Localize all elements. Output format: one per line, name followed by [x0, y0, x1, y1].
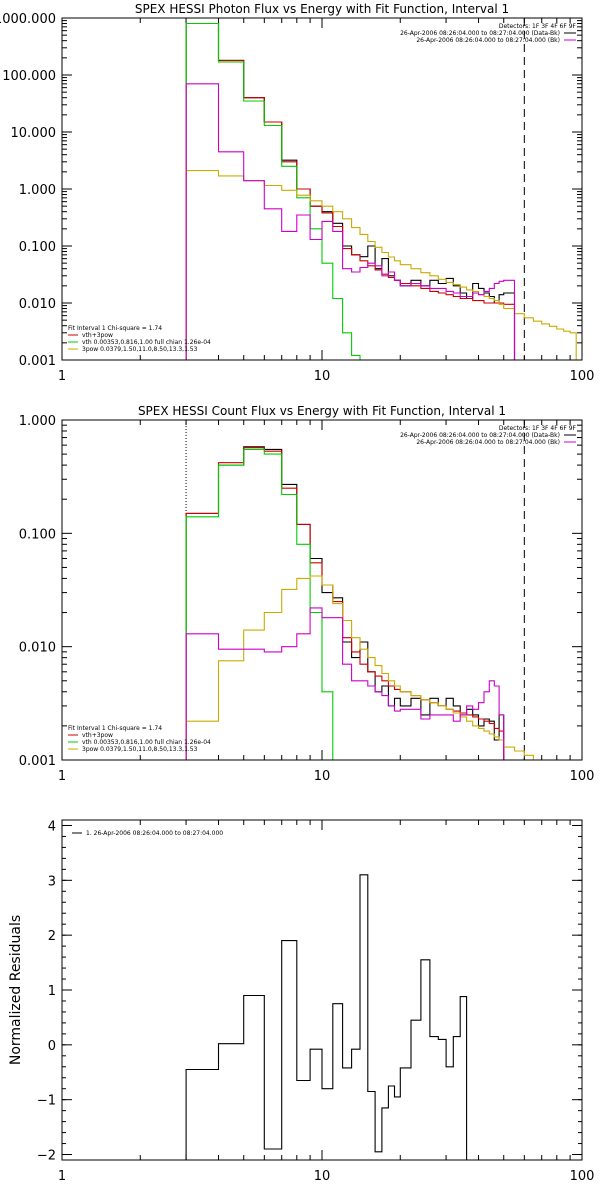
y-tick-label: 4 — [48, 819, 56, 834]
legend-header: Detectors: 1F 3F 4F 6F 9F — [499, 425, 577, 432]
y-tick-label: 1.000 — [19, 414, 56, 429]
x-tick-label: 100 — [570, 369, 595, 384]
y-tick-label: 2 — [48, 929, 56, 944]
chart-title: SPEX HESSI Count Flux vs Energy with Fit… — [138, 404, 506, 418]
legend-entry-label: 3pow 0.0379,1.50,11.0,8.50,13.3,1.53 — [82, 746, 198, 753]
legend-entry-label: 26-Apr-2006 08:26:04.000 to 08:27:04.000… — [416, 439, 560, 446]
minor-ticks — [62, 420, 582, 760]
chart-panel-3: Normalized Residuals 1 10 100 −2 −1 0 1 2 3 4 1. 26… — [8, 819, 594, 1184]
x-tick-label: 100 — [570, 1169, 595, 1184]
plot-frame — [61, 17, 583, 361]
series-line-3pow — [185, 575, 543, 760]
series-line-data-bk — [185, 446, 505, 760]
series-line-vth-3pow — [185, 447, 505, 760]
legend-entry-label: 26-Apr-2006 08:26:04.000 to 08:27:04.000… — [400, 432, 560, 439]
y-tick-label: 1000.000 — [0, 12, 56, 27]
x-tick-label: 100 — [570, 769, 595, 784]
legend-top-left: 1. 26-Apr-2006 08:26:04.000 to 08:27:04.… — [72, 830, 223, 837]
series-line-vth — [185, 22, 361, 360]
y-axis-label: Normalized Residuals — [8, 915, 24, 1065]
x-tick-label: 10 — [314, 369, 331, 384]
y-tick-label: 1 — [48, 984, 56, 999]
x-tick-label: 1 — [58, 1169, 66, 1184]
legend-entry-label: vth 0.00353,0.816,1.00 full chian 1.26e-… — [82, 339, 211, 346]
legend-entry-label: vth+3pow — [82, 332, 113, 339]
legend-bottom-left: Fit Interval 1 Chi-square = 1.74vth+3pow… — [68, 325, 211, 353]
minor-ticks — [62, 18, 582, 360]
series-line-1-26-apr-2006-08-26-04-000-to-08-27-04-000 — [185, 874, 468, 1160]
legend-entry-label: 26-Apr-2006 08:26:04.000 to 08:27:04.000… — [416, 37, 560, 44]
series-line-vth-3pow — [185, 22, 516, 360]
series-line-bk — [185, 83, 516, 360]
series-line-data-bk — [185, 22, 516, 360]
legend-header: Fit Interval 1 Chi-square = 1.74 — [68, 325, 162, 332]
series-line-bk — [185, 607, 505, 760]
y-tick-label: 0.001 — [19, 754, 56, 769]
legend-entry-label: vth+3pow — [82, 732, 113, 739]
y-tick-label: 0.010 — [19, 641, 56, 656]
x-tick-label: 10 — [314, 1169, 331, 1184]
y-tick-label: −2 — [37, 1149, 56, 1164]
legend-header: Fit Interval 1 Chi-square = 1.74 — [68, 725, 162, 732]
y-tick-label: 0.100 — [19, 527, 56, 542]
plot-frame — [61, 419, 583, 761]
chart-title: SPEX HESSI Photon Flux vs Energy with Fi… — [135, 2, 509, 16]
legend-entry-label: 1. 26-Apr-2006 08:26:04.000 to 08:27:04.… — [86, 830, 223, 837]
y-tick-label: 0 — [48, 1039, 56, 1054]
series-group — [185, 874, 468, 1160]
legend-bottom-left: Fit Interval 1 Chi-square = 1.74vth+3pow… — [68, 725, 211, 753]
x-tick-label: 10 — [314, 769, 331, 784]
series-group — [185, 22, 577, 360]
series-line-vth — [185, 448, 344, 760]
legend-header: Detectors: 1F 3F 4F 6F 9F — [499, 23, 577, 30]
x-tick-label: 1 — [58, 769, 66, 784]
y-tick-label: 3 — [48, 874, 56, 889]
y-tick-label: 0.100 — [19, 240, 56, 255]
chart-panel-1: SPEX HESSI Photon Flux vs Energy with Fi… — [0, 2, 594, 384]
minor-ticks — [62, 820, 582, 1160]
y-tick-label: 0.001 — [19, 354, 56, 369]
series-group — [185, 446, 543, 760]
y-tick-label: 100.000 — [2, 69, 56, 84]
legend-entry-label: vth 0.00353,0.816,1.00 full chian 1.26e-… — [82, 739, 211, 746]
x-tick-label: 1 — [58, 369, 66, 384]
y-tick-label: 1.000 — [19, 183, 56, 198]
chart-panel-2: SPEX HESSI Count Flux vs Energy with Fit… — [19, 404, 595, 784]
y-tick-label: 0.010 — [19, 297, 56, 312]
y-tick-label: −1 — [37, 1094, 56, 1109]
legend-entry-label: 3pow 0.0379,1.50,11.0,8.50,13.3,1.53 — [82, 346, 198, 353]
legend-entry-label: 26-Apr-2006 08:26:04.000 to 08:27:04.000… — [400, 30, 560, 37]
plot-frame — [61, 819, 583, 1161]
y-tick-label: 10.000 — [11, 126, 57, 141]
series-line-3pow — [185, 170, 577, 360]
